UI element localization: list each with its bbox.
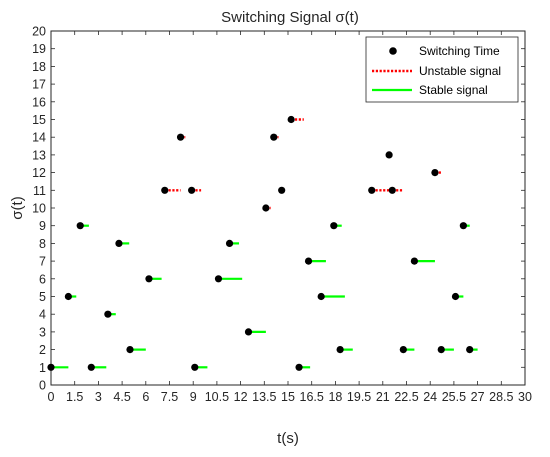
y-tick-label: 5 <box>39 290 46 304</box>
switching-time-point <box>47 363 55 371</box>
x-tick-label: 28.5 <box>489 390 513 404</box>
x-tick-label: 1.5 <box>66 390 83 404</box>
switching-time-point <box>451 292 460 301</box>
legend-label-unstable: Unstable signal <box>419 64 501 78</box>
switching-time-point <box>368 186 376 194</box>
switching-time-point <box>304 257 313 265</box>
y-tick-label: 10 <box>32 202 46 216</box>
switching-time-point <box>225 239 234 247</box>
x-tick-label: 19.5 <box>347 390 371 404</box>
switching-time-point <box>104 310 112 318</box>
switching-time-series <box>47 115 474 371</box>
switching-time-point <box>278 186 286 194</box>
y-tick-label: 17 <box>32 78 46 92</box>
switching-time-point <box>188 186 196 194</box>
y-tick-label: 7 <box>39 255 46 269</box>
legend-label-switching: Switching Time <box>419 44 500 58</box>
x-tick-label: 13.5 <box>252 390 276 404</box>
y-tick-label: 18 <box>32 60 46 74</box>
switching-time-point <box>388 186 396 194</box>
y-tick-label: 13 <box>32 148 46 162</box>
switching-time-point <box>262 204 270 212</box>
x-tick-label: 22.5 <box>394 390 418 404</box>
y-tick-label: 11 <box>33 184 46 198</box>
y-tick-label: 6 <box>39 272 46 286</box>
y-tick-label: 12 <box>32 166 46 180</box>
switching-time-point <box>431 169 439 177</box>
y-tick-label: 19 <box>32 42 46 56</box>
switching-time-point <box>385 151 393 159</box>
switching-time-point <box>466 346 474 354</box>
legend-marker-switching <box>389 47 397 55</box>
switching-time-point <box>270 133 278 141</box>
x-tick-label: 15 <box>281 390 295 404</box>
y-tick-label: 20 <box>32 25 46 39</box>
x-tick-label: 10.5 <box>205 390 229 404</box>
switching-time-point <box>126 346 134 354</box>
x-tick-label: 21 <box>376 390 390 404</box>
x-tick-label: 7.5 <box>161 390 178 404</box>
switching-time-point <box>145 275 153 283</box>
switching-time-point <box>317 292 325 301</box>
y-tick-label: 14 <box>32 131 46 145</box>
y-tick-label: 4 <box>39 308 46 322</box>
x-tick-label: 3 <box>95 390 102 404</box>
switching-time-point <box>410 257 418 265</box>
x-tick-label: 18 <box>328 390 342 404</box>
legend: Switching Time Unstable signal Stable si… <box>365 36 519 103</box>
y-tick-label: 8 <box>39 237 46 251</box>
y-tick-label: 9 <box>39 219 46 233</box>
switching-time-point <box>287 115 295 124</box>
x-tick-label: 12 <box>234 390 248 404</box>
switching-time-point <box>336 346 344 354</box>
x-tick-label: 24 <box>423 390 437 404</box>
y-tick-label: 1 <box>39 361 46 375</box>
x-tick-label: 4.5 <box>113 390 130 404</box>
x-tick-label: 27 <box>471 390 485 404</box>
x-tick-labels: 0 1.5 3 4.5 6 7.5 9 10.5 12 13.5 15 16.5 18 19.5 21 22.… <box>48 390 532 404</box>
x-tick-label: 9 <box>190 390 197 404</box>
y-tick-label: 15 <box>32 113 46 127</box>
switching-time-point <box>244 328 253 336</box>
switching-time-point <box>399 346 407 354</box>
y-tick-label: 0 <box>39 379 46 393</box>
switching-time-point <box>87 363 95 371</box>
x-tick-label: 25.5 <box>442 390 466 404</box>
x-tick-label: 0 <box>48 390 55 404</box>
switching-time-point <box>64 292 72 301</box>
switching-time-point <box>437 346 445 354</box>
y-axis-label: σ(t) <box>9 196 26 219</box>
chart-title: Switching Signal σ(t) <box>221 9 359 26</box>
switching-time-point <box>459 222 467 230</box>
switching-time-point <box>76 222 84 230</box>
y-tick-label: 16 <box>32 95 46 109</box>
legend-label-stable: Stable signal <box>419 83 488 97</box>
switching-time-point <box>191 363 199 371</box>
switching-time-point <box>115 239 123 247</box>
axis-ticks <box>50 30 526 386</box>
switching-time-point <box>214 275 223 283</box>
switching-time-point <box>176 133 185 141</box>
x-axis-label: t(s) <box>277 430 299 447</box>
x-tick-label: 30 <box>518 390 532 404</box>
x-tick-label: 16.5 <box>300 390 324 404</box>
switching-time-point <box>330 222 338 230</box>
switching-time-point <box>161 186 169 194</box>
x-tick-label: 6 <box>142 390 149 404</box>
y-tick-label: 2 <box>39 343 46 357</box>
switching-time-point <box>295 363 303 371</box>
y-tick-label: 3 <box>39 325 46 339</box>
